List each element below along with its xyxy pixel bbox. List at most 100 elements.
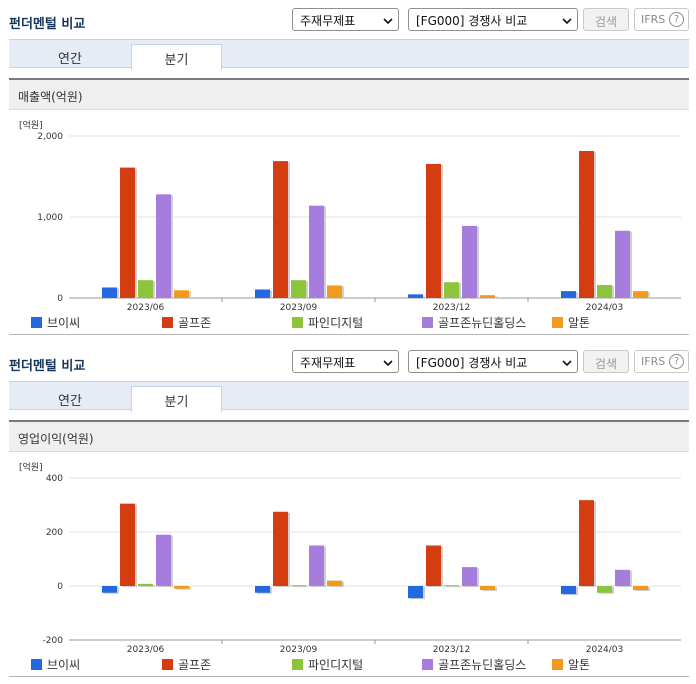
- bar-골프존뉴딘홀딩스-2023/12[interactable]: [462, 567, 477, 586]
- legend-item[interactable]: 파인디지털: [292, 656, 363, 673]
- bar-알톤-2024/03[interactable]: [633, 291, 648, 298]
- ifrs-label: IFRS: [641, 13, 666, 26]
- bar-브이씨-2023/06[interactable]: [102, 287, 117, 298]
- bar-shadow: [446, 586, 461, 588]
- bar-골프존-2024/03[interactable]: [579, 500, 594, 586]
- legend-item[interactable]: 알톤: [552, 314, 590, 331]
- ifrs-button[interactable]: IFRS?: [634, 350, 689, 373]
- legend-swatch: [162, 317, 173, 328]
- legend-swatch: [31, 659, 42, 670]
- ifrs-button[interactable]: IFRS?: [634, 8, 689, 31]
- bar-브이씨-2023/12[interactable]: [408, 294, 423, 298]
- legend-label: 파인디지털: [308, 658, 364, 672]
- chart-title: 영업이익(억원): [18, 432, 94, 446]
- y-tick-label: 0: [57, 582, 63, 592]
- legend-item[interactable]: 브이씨: [31, 314, 80, 331]
- section-title: 펀더멘털 비교: [9, 17, 86, 32]
- section-divider: [9, 676, 689, 677]
- tab-annual[interactable]: 연간: [58, 394, 82, 409]
- bar-알톤-2023/09[interactable]: [327, 285, 342, 298]
- bar-알톤-2023/09[interactable]: [327, 580, 342, 586]
- bar-골프존-2024/03[interactable]: [579, 150, 594, 298]
- bar-알톤-2023/12[interactable]: [480, 586, 495, 591]
- compare-select[interactable]: [FG000] 경쟁사 비교: [408, 350, 578, 373]
- period-tabs: 연간 분기: [9, 381, 689, 412]
- bar-브이씨-2023/09[interactable]: [255, 289, 270, 298]
- bar-골프존뉴딘홀딩스-2024/03[interactable]: [615, 230, 630, 298]
- search-button[interactable]: 검색: [583, 350, 629, 373]
- y-axis-unit: [억원]: [19, 463, 43, 473]
- bar-파인디지털-2023/12[interactable]: [444, 282, 459, 298]
- statement-select[interactable]: 주재무제표: [292, 8, 399, 31]
- bar-골프존-2023/06[interactable]: [120, 503, 135, 586]
- bar-골프존뉴딘홀딩스-2024/03[interactable]: [615, 569, 630, 586]
- bar-브이씨-2023/06[interactable]: [102, 586, 117, 593]
- legend-swatch: [552, 317, 563, 328]
- x-tick-label: 2023/06: [127, 645, 165, 654]
- legend-item[interactable]: 골프존: [162, 314, 211, 331]
- bar-파인디지털-2023/09[interactable]: [291, 585, 306, 587]
- help-icon: ?: [669, 354, 684, 369]
- chart-legend: 브이씨 골프존 파인디지털 골프존뉴딘홀딩스 알톤: [31, 314, 691, 330]
- x-tick-label: 2023/09: [280, 303, 318, 312]
- legend-label: 골프존뉴딘홀딩스: [438, 658, 527, 672]
- section-title: 펀더멘털 비교: [9, 359, 86, 374]
- section-divider: [9, 334, 689, 335]
- bar-골프존-2023/06[interactable]: [120, 167, 135, 298]
- compare-select[interactable]: [FG000] 경쟁사 비교: [408, 8, 578, 31]
- chevron-down-icon: [383, 357, 393, 367]
- x-tick-label: 2024/03: [586, 645, 623, 654]
- legend-label: 알톤: [568, 658, 591, 672]
- bar-골프존-2023/09[interactable]: [273, 161, 288, 298]
- bar-골프존-2023/12[interactable]: [426, 545, 441, 587]
- bar-파인디지털-2023/12[interactable]: [444, 585, 459, 587]
- bar-브이씨-2023/09[interactable]: [255, 586, 270, 593]
- statement-select-value: 주재무제표: [300, 14, 356, 28]
- search-button[interactable]: 검색: [583, 8, 629, 31]
- bar-파인디지털-2023/06[interactable]: [138, 280, 153, 298]
- legend-item[interactable]: 알톤: [552, 656, 590, 673]
- legend-swatch: [422, 659, 433, 670]
- bar-알톤-2024/03[interactable]: [633, 586, 648, 591]
- bar-브이씨-2024/03[interactable]: [561, 586, 576, 595]
- bar-브이씨-2024/03[interactable]: [561, 291, 576, 298]
- chart-card-header: 매출액(억원): [9, 80, 689, 110]
- legend-item[interactable]: 골프존: [162, 656, 211, 673]
- bar-브이씨-2023/12[interactable]: [408, 586, 423, 599]
- bar-골프존뉴딘홀딩스-2023/06[interactable]: [156, 534, 171, 586]
- statement-select-value: 주재무제표: [300, 356, 356, 370]
- ifrs-label: IFRS: [641, 355, 666, 368]
- x-tick-label: 2023/12: [433, 303, 470, 312]
- legend-item[interactable]: 골프존뉴딘홀딩스: [422, 314, 526, 331]
- bar-골프존-2023/09[interactable]: [273, 511, 288, 586]
- bar-골프존-2023/12[interactable]: [426, 163, 441, 298]
- bar-알톤-2023/06[interactable]: [174, 290, 189, 298]
- bar-chart: -200 0 200 400 2023/06 2023/09 2023/12 2024/03: [43, 474, 681, 654]
- bar-골프존뉴딘홀딩스-2023/09[interactable]: [309, 205, 324, 298]
- bar-chart: 0 1,000 2,000 2023/06 2023/09 2023/12 2024/03: [37, 132, 681, 312]
- bar-알톤-2023/12[interactable]: [480, 295, 495, 298]
- bar-shadow: [293, 586, 308, 588]
- bar-파인디지털-2024/03[interactable]: [597, 285, 612, 298]
- bar-골프존뉴딘홀딩스-2023/06[interactable]: [156, 194, 171, 298]
- tab-annual[interactable]: 연간: [58, 52, 82, 67]
- legend-item[interactable]: 파인디지털: [292, 314, 363, 331]
- chevron-down-icon: [383, 15, 393, 25]
- bar-골프존뉴딘홀딩스-2023/12[interactable]: [462, 225, 477, 298]
- y-tick-label: 400: [46, 474, 63, 484]
- legend-item[interactable]: 브이씨: [31, 656, 80, 673]
- bar-파인디지털-2023/09[interactable]: [291, 280, 306, 298]
- bar-알톤-2023/06[interactable]: [174, 586, 189, 589]
- legend-swatch: [292, 659, 303, 670]
- tab-quarter[interactable]: 분기: [131, 386, 222, 412]
- legend-swatch: [292, 317, 303, 328]
- bar-파인디지털-2023/06[interactable]: [138, 583, 153, 586]
- statement-select[interactable]: 주재무제표: [292, 350, 399, 373]
- tab-quarter[interactable]: 분기: [131, 44, 222, 70]
- bar-파인디지털-2024/03[interactable]: [597, 586, 612, 593]
- y-tick-label: 2,000: [37, 132, 63, 142]
- legend-item[interactable]: 골프존뉴딘홀딩스: [422, 656, 526, 673]
- bar-골프존뉴딘홀딩스-2023/09[interactable]: [309, 545, 324, 587]
- help-icon: ?: [669, 12, 684, 27]
- chart-card-header: 영업이익(억원): [9, 422, 689, 452]
